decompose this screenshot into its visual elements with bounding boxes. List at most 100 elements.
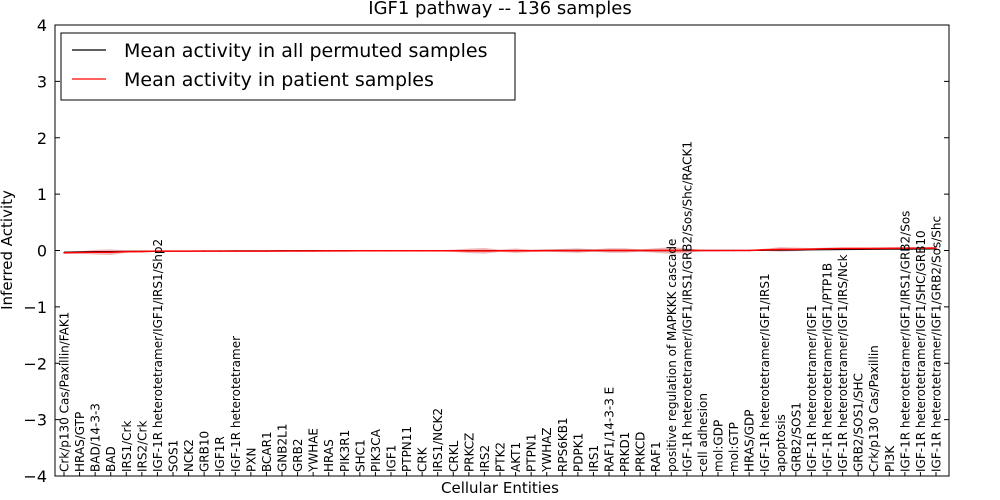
patient-mean-point (109, 251, 112, 253)
x-category-label: PXN (244, 448, 258, 472)
x-category-label: PRKCZ (462, 433, 476, 472)
patient-mean-point (234, 250, 237, 252)
patient-mean-point (935, 247, 937, 249)
patient-mean-point (436, 249, 439, 252)
patient-mean-point (281, 250, 283, 252)
patient-mean-point (265, 250, 268, 252)
x-category-label: RAF1 (649, 441, 663, 472)
x-category-label: HRAS (322, 439, 336, 472)
x-category-label: CRK (416, 446, 430, 472)
y-tick-label: 3 (37, 72, 47, 91)
plot-area (63, 247, 937, 256)
patient-mean-point (732, 249, 735, 252)
x-category-label: PRKCD (634, 432, 648, 472)
x-category-label: IGF-1R heterotetramer/IGF1/IRS1/GRB2/Sos (898, 211, 912, 472)
patient-mean-point (327, 250, 330, 252)
x-category-label: IRS1/Crk (120, 421, 134, 472)
patient-mean-point (561, 249, 564, 252)
x-category-label: cell adhesion (696, 393, 710, 472)
x-category-label: RAF1/14-3-3 E (603, 387, 617, 472)
x-category-label: Crk/p130 Cas/Paxillin (867, 345, 881, 472)
legend-label-patient: Mean activity in patient samples (124, 69, 434, 91)
patient-mean-point (670, 249, 673, 252)
x-category-label: NCK2 (182, 439, 196, 472)
patient-mean-point (608, 249, 610, 252)
x-category-label: mol:GTP (727, 422, 741, 472)
x-category-label: positive regulation of MAPKKK cascade (665, 239, 679, 472)
patient-mean-point (872, 247, 875, 250)
x-axis-categories: Crk/p130 Cas/Paxillin/FAK1 HRAS/GTP BAD/14… (58, 141, 944, 476)
patient-mean-point (390, 249, 392, 252)
x-category-label: IGF1 (385, 445, 399, 472)
x-category-label: IRS2/Crk (135, 421, 149, 472)
x-category-label: BAD (104, 446, 118, 472)
legend-label-permuted: Mean activity in all permuted samples (124, 40, 487, 62)
patient-mean-point (717, 249, 719, 252)
y-tick-label: −4 (23, 467, 47, 486)
chart-title: IGF1 pathway -- 136 samples (368, 0, 631, 19)
x-category-label: IGF-1R heterotetramer/IGF1/IRS1/GRB2/Sos… (680, 141, 694, 472)
patient-mean-point (374, 249, 377, 252)
x-category-label: IGF1R (213, 436, 227, 472)
x-category-label: HRAS/GDP (743, 409, 757, 472)
patient-mean-point (343, 250, 346, 252)
y-axis-title: Inferred Activity (0, 190, 16, 310)
x-category-label: IRS1 (587, 445, 601, 472)
x-category-label: RPS6KB1 (556, 417, 570, 472)
patient-mean-point (250, 250, 252, 252)
patient-mean-point (623, 249, 626, 252)
x-category-label: IGF-1R heterotetramer/IGF1 (805, 305, 819, 472)
patient-mean-point (63, 251, 65, 254)
patient-mean-point (499, 249, 501, 252)
patient-mean-point (187, 250, 190, 252)
patient-mean-point (125, 250, 128, 253)
x-category-label: PTPN11 (400, 426, 414, 472)
x-category-label: GRB10 (198, 431, 212, 472)
x-category-label: BAD/14-3-3 (89, 403, 103, 472)
patient-mean-point (779, 248, 782, 251)
patient-mean-point (592, 249, 595, 252)
x-category-label: PIK3R1 (338, 430, 352, 472)
x-category-label: SOS1 (167, 440, 181, 472)
patient-mean-point (795, 248, 797, 251)
x-category-label: YWHAE (307, 428, 321, 473)
x-category-label: GNB2L1 (276, 424, 290, 472)
x-category-label: Crk/p130 Cas/Paxillin/FAK1 (58, 312, 72, 472)
x-category-label: PTPN1 (525, 434, 539, 472)
patient-mean-point (763, 249, 766, 251)
patient-mean-point (156, 250, 159, 252)
patient-mean-point (639, 249, 641, 252)
x-category-label: IRS1/NCK2 (431, 408, 445, 472)
x-category-label: PRKD1 (618, 432, 632, 472)
y-tick-label: 4 (37, 16, 47, 35)
patient-mean-point (203, 250, 205, 252)
x-category-label: PDPK1 (571, 433, 585, 472)
x-axis-title: Cellular Entities (441, 479, 559, 497)
x-category-label: IGF-1R heterotetramer/IGF1/PTP1B (821, 263, 835, 472)
patient-mean-point (483, 250, 486, 252)
x-category-label: apoptosis (774, 414, 788, 472)
patient-mean-point (78, 251, 81, 254)
y-tick-label: 1 (37, 185, 47, 204)
patient-mean-point (841, 247, 844, 250)
patient-mean-point (94, 251, 96, 253)
x-category-label: IRS2 (478, 445, 492, 472)
x-category-label: AKT1 (509, 442, 523, 472)
x-category-label: IGF-1R heterotetramer/IGF1/IRS/Nck (836, 254, 850, 472)
y-axis: −4 −3 −2 −1 0 1 2 3 4 (23, 16, 949, 486)
y-tick-label: −1 (23, 298, 47, 317)
x-category-label: GRB2/SOS1/SHC (852, 373, 866, 472)
patient-mean-point (514, 249, 517, 252)
y-tick-label: −2 (23, 354, 47, 373)
x-category-label: IGF-1R heterotetramer/IGF1/IRS1/Shp2 (151, 239, 165, 472)
y-tick-label: −3 (23, 411, 47, 430)
x-category-label: IGF-1R heterotetramer (229, 336, 243, 472)
patient-mean-point (577, 249, 579, 252)
x-category-label: HRAS/GTP (73, 412, 87, 472)
patient-mean-point (468, 250, 470, 252)
patient-mean-point (826, 248, 828, 250)
x-category-label: PTK2 (494, 442, 508, 472)
x-category-label: SHC1 (353, 439, 367, 472)
patient-mean-point (810, 248, 813, 250)
